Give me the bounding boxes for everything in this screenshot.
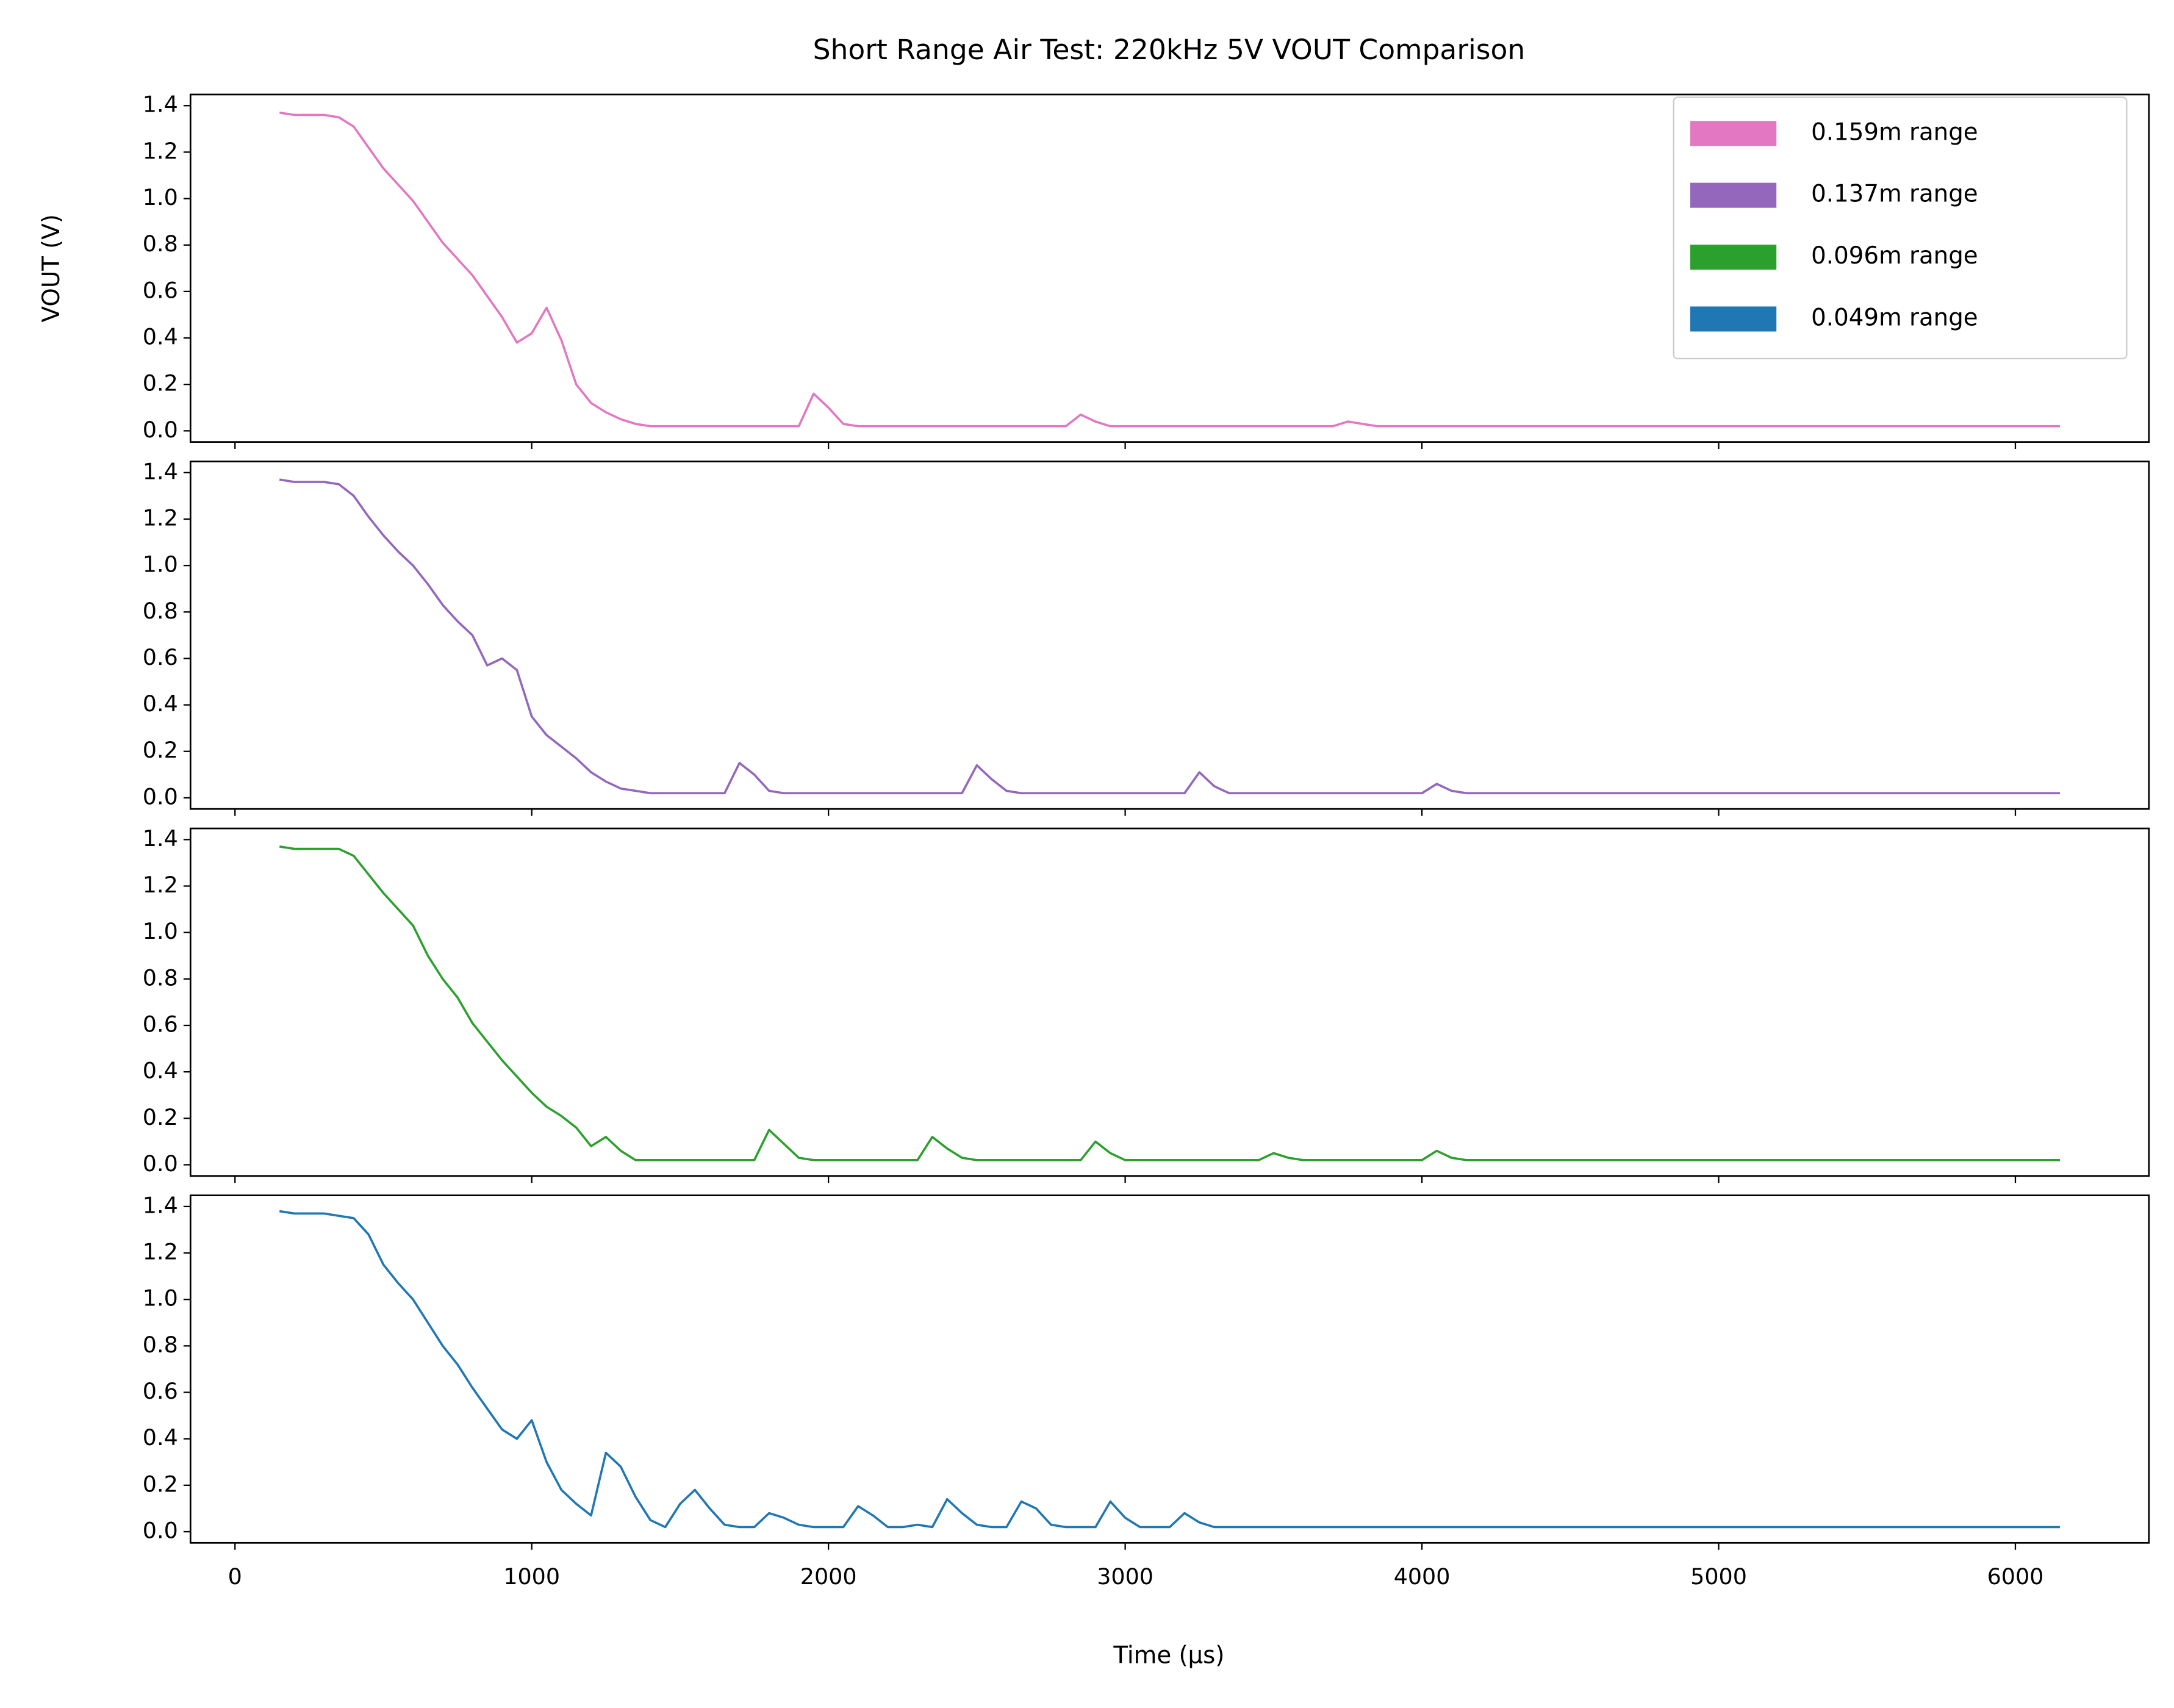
y-tick-label: 1.4 — [143, 825, 178, 852]
y-tick-label: 0.8 — [143, 1332, 178, 1358]
y-tick-label: 0.4 — [143, 1058, 178, 1084]
y-tick-label: 0.2 — [143, 737, 178, 763]
x-tick-label: 2000 — [800, 1563, 857, 1590]
data-line — [279, 478, 2060, 795]
y-tick-label: 0.6 — [143, 1378, 178, 1404]
legend-label: 0.137m range — [1811, 181, 1978, 208]
y-tick-label: 0.0 — [143, 783, 178, 809]
legend-swatch — [1690, 245, 1777, 270]
x-tick-label: 4000 — [1394, 1563, 1451, 1590]
y-tick-label: 0.0 — [143, 1518, 178, 1544]
axes-frame — [189, 93, 2150, 443]
axes-frame — [189, 461, 2150, 810]
y-tick-label: 0.4 — [143, 1424, 178, 1451]
legend-swatch — [1690, 306, 1777, 332]
y-tick-label: 1.4 — [143, 458, 178, 484]
y-tick-label: 1.0 — [143, 1285, 178, 1312]
x-tick-label: 5000 — [1690, 1563, 1747, 1590]
y-axis-label: VOUT (V) — [38, 214, 65, 322]
legend-box — [1673, 96, 2128, 360]
legend-swatch — [1690, 182, 1777, 208]
y-tick-label: 0.8 — [143, 231, 178, 257]
y-tick-label: 0.2 — [143, 1471, 178, 1497]
x-tick-label: 0 — [228, 1563, 242, 1590]
legend-label: 0.049m range — [1811, 304, 1978, 331]
y-tick-label: 1.2 — [143, 138, 178, 164]
data-line — [279, 1210, 2060, 1529]
y-tick-label: 0.6 — [143, 644, 178, 670]
x-tick-label: 1000 — [503, 1563, 560, 1590]
y-tick-label: 0.0 — [143, 1150, 178, 1177]
legend-swatch — [1690, 121, 1777, 146]
axes-frame — [189, 1194, 2150, 1544]
y-tick-label: 0.8 — [143, 964, 178, 991]
y-tick-label: 1.4 — [143, 1192, 178, 1218]
x-axis-label: Time (μs) — [1113, 1642, 1224, 1670]
axes-frame — [189, 827, 2150, 1177]
y-tick-label: 1.0 — [143, 551, 178, 578]
data-line — [279, 111, 2060, 428]
y-tick-label: 1.2 — [143, 872, 178, 898]
y-tick-label: 1.0 — [143, 918, 178, 944]
y-tick-label: 0.4 — [143, 691, 178, 717]
y-tick-label: 0.2 — [143, 1104, 178, 1130]
y-tick-label: 0.6 — [143, 277, 178, 303]
y-tick-label: 0.4 — [143, 324, 178, 350]
y-tick-label: 0.8 — [143, 598, 178, 624]
x-tick-label: 6000 — [1987, 1563, 2044, 1590]
y-tick-label: 1.4 — [143, 92, 178, 118]
y-tick-label: 1.0 — [143, 184, 178, 210]
y-tick-label: 1.2 — [143, 1239, 178, 1265]
y-tick-label: 0.6 — [143, 1011, 178, 1037]
legend-label: 0.159m range — [1811, 118, 1978, 146]
chart-title: Short Range Air Test: 220kHz 5V VOUT Com… — [813, 34, 1526, 66]
y-tick-label: 1.2 — [143, 504, 178, 531]
y-tick-label: 0.2 — [143, 370, 178, 396]
x-tick-label: 3000 — [1097, 1563, 1153, 1590]
legend-label: 0.096m range — [1811, 242, 1978, 270]
y-tick-label: 0.0 — [143, 417, 178, 443]
data-line — [279, 845, 2060, 1161]
